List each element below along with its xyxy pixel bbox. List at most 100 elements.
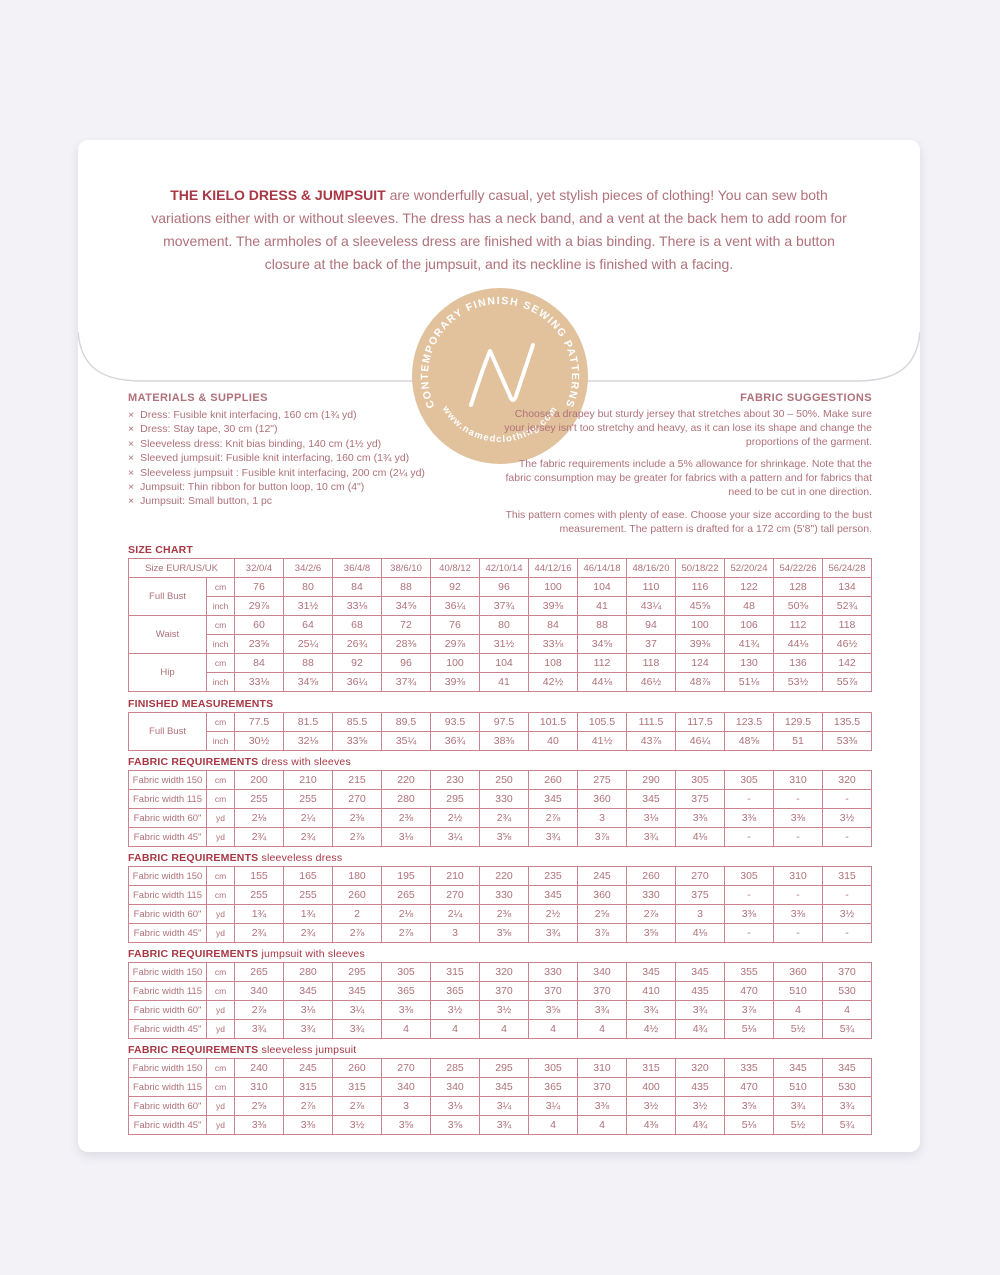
row-label: Fabric width 150 [128, 866, 207, 886]
table-cell: 330 [528, 962, 578, 982]
intro-paragraph: THE KIELO DRESS & JUMPSUIT are wonderful… [149, 184, 849, 276]
table-cell: 31½ [479, 634, 530, 654]
unit-label: cm [206, 962, 235, 982]
table-cell: 345 [332, 981, 382, 1001]
table-cell: 2⅝ [577, 904, 627, 924]
table-cell: 93.5 [430, 712, 480, 732]
table-cell: 112 [577, 653, 628, 673]
table-cell: 3⅜ [577, 1096, 627, 1116]
fabric-requirements-heading-main: FABRIC REQUIREMENTS [128, 948, 259, 960]
table-cell: 3½ [822, 808, 872, 828]
materials-item: × Sleeveless jumpsuit : Fusible knit inte… [128, 466, 463, 480]
table-cell: 43⅞ [626, 731, 676, 751]
table-cell: 2¾ [234, 923, 284, 943]
table-cell: - [773, 789, 823, 809]
table-cell: 330 [626, 885, 676, 905]
table-cell: 84 [332, 577, 383, 597]
table-cell: 470 [724, 981, 774, 1001]
table-cell: 25¼ [283, 634, 334, 654]
table-cell: 260 [332, 885, 382, 905]
table-cell: 3 [675, 904, 725, 924]
table-cell: 104 [479, 653, 530, 673]
table-cell: 375 [675, 789, 725, 809]
table-cell: - [822, 885, 872, 905]
table-cell: 295 [332, 962, 382, 982]
table-cell: - [773, 885, 823, 905]
table-cell: 2¾ [283, 923, 333, 943]
fabric-requirements-heading-sub: sleeveless dress [261, 852, 343, 864]
table-cell: 4 [577, 1115, 627, 1135]
data-table: Size EUR/US/UK 32/0/4 34/2/6 36/4/8 38/6/10 4… [127, 558, 873, 692]
table-cell: 88 [283, 653, 334, 673]
table-cell: 305 [724, 770, 774, 790]
table-cell: 2⅞ [626, 904, 676, 924]
materials-item-text: Dress: Fusible knit interfacing, 160 cm … [140, 409, 357, 421]
size-chart-heading: SIZE CHART [128, 544, 193, 556]
materials-item-text: Sleeveless dress: Knit bias binding, 140… [140, 437, 382, 450]
table-row: Full Bust cm 76 80 84 88 92 96 100 104 110 116 122 12… [128, 577, 873, 616]
table-cell: 51 [773, 731, 823, 751]
table-cell: 305 [381, 962, 431, 982]
table-cell: 34⅝ [381, 596, 432, 616]
table-cell: 37¾ [479, 596, 530, 616]
unit-label: yd [206, 904, 235, 924]
table-cell: 3 [430, 923, 480, 943]
table-cell: 320 [822, 770, 872, 790]
table-cell: 260 [332, 1058, 382, 1078]
table-cell: 29⅞ [430, 634, 481, 654]
table-cell: 315 [332, 1077, 382, 1097]
table-cell: 530 [822, 981, 872, 1001]
table-cell: 2⅞ [332, 923, 382, 943]
table-cell: 235 [528, 866, 578, 886]
table-cell: 3⅝ [479, 923, 529, 943]
table-cell: 2⅞ [528, 808, 578, 828]
table-cell: 3½ [430, 1000, 480, 1020]
table-cell: 260 [626, 866, 676, 886]
table-cell: 3¾ [626, 827, 676, 847]
table-cell: 23⅝ [234, 634, 285, 654]
table-cell: 45⅝ [675, 596, 726, 616]
table-cell: 345 [822, 1058, 872, 1078]
table-cell: - [724, 923, 774, 943]
row-label: Fabric width 45" [128, 1115, 207, 1135]
table-cell: 370 [528, 981, 578, 1001]
fabric-requirements-block: FABRIC REQUIREMENTS jumpsuit with sleeve… [128, 948, 872, 1039]
materials-item: × Jumpsuit: Thin ribbon for button loop, … [128, 480, 463, 494]
table-cell: 410 [626, 981, 676, 1001]
x-bullet: × [128, 452, 135, 465]
table-cell: 210 [283, 770, 333, 790]
table-cell: 3¾ [675, 1000, 725, 1020]
finished-measurements-heading: FINISHED MEASUREMENTS [128, 698, 274, 710]
size-header-cell: 52/20/24 [724, 558, 775, 578]
table-cell: 280 [381, 789, 431, 809]
table-cell: 3⅜ [724, 808, 774, 828]
table-cell: 470 [724, 1077, 774, 1097]
size-header-cell: 48/16/20 [626, 558, 677, 578]
size-header-cell: 36/4/8 [332, 558, 383, 578]
table-cell: 435 [675, 981, 725, 1001]
table-cell: 345 [479, 1077, 529, 1097]
unit-label: yd [206, 1115, 235, 1135]
table-row: inch 23⅝ 25¼ 26¾ 28⅜ 29⅞ 31½ 33⅛ 34⅝ 37 39⅜ 41¾ 44⅛ 4… [129, 634, 873, 654]
intro-text: are wonderfully casual, yet stylish piec… [151, 187, 847, 272]
table-cell: 72 [381, 615, 432, 635]
table-cell: 365 [381, 981, 431, 1001]
table-cell: 5⅛ [724, 1115, 774, 1135]
row-label: Fabric width 150 [128, 962, 207, 982]
size-header-cell: 34/2/6 [283, 558, 334, 578]
finished-measurements-table: Full Bust cm 77.5 81.5 85.5 89.5 93.5 97.5 101.5… [128, 712, 872, 751]
fabric-requirements-heading: FABRIC REQUIREMENTS sleeveless jumpsuit [128, 1044, 872, 1056]
charts-area: SIZE CHART Size EUR/US/UK 32/0/4 34/2/6 36/… [127, 544, 873, 1135]
table-cell: 2¾ [283, 827, 333, 847]
table-cell: 5¾ [822, 1019, 872, 1039]
table-cell: 106 [724, 615, 775, 635]
fabric-suggestions-paragraph: Choose a drapey but sturdy jersey that s… [504, 408, 872, 448]
table-cell: 34⅝ [283, 672, 334, 692]
table-cell: 510 [773, 981, 823, 1001]
table-cell: 2¼ [430, 904, 480, 924]
fabric-requirements-heading-sub: sleeveless jumpsuit [261, 1044, 357, 1056]
table-cell: 255 [234, 885, 284, 905]
fabric-requirements-heading: FABRIC REQUIREMENTS dress with sleeves [128, 756, 872, 768]
table-cell: 370 [479, 981, 529, 1001]
table-cell: 3⅞ [724, 1000, 774, 1020]
